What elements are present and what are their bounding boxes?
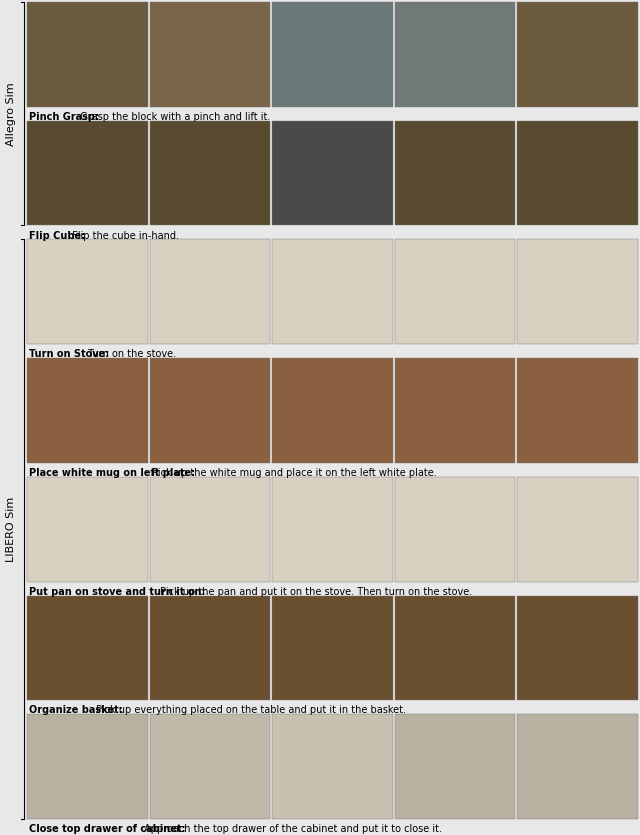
Bar bbox=[517, 2, 638, 107]
Bar bbox=[395, 358, 515, 463]
Text: Approach the top drawer of the cabinet and put it to close it.: Approach the top drawer of the cabinet a… bbox=[141, 824, 442, 834]
Bar bbox=[517, 714, 638, 819]
Text: LIBERO Sim: LIBERO Sim bbox=[6, 497, 17, 562]
Bar bbox=[395, 2, 515, 107]
Bar bbox=[150, 714, 270, 819]
Bar bbox=[395, 714, 515, 819]
Bar bbox=[150, 595, 270, 701]
Bar bbox=[517, 240, 638, 344]
Text: Pick up everything placed on the table and put it in the basket.: Pick up everything placed on the table a… bbox=[93, 706, 406, 716]
Bar bbox=[272, 477, 393, 581]
Bar bbox=[395, 595, 515, 701]
Bar bbox=[517, 121, 638, 225]
Bar bbox=[27, 595, 148, 701]
Text: Allegro Sim: Allegro Sim bbox=[6, 82, 17, 145]
Text: Put pan on stove and turn it on:: Put pan on stove and turn it on: bbox=[29, 587, 205, 597]
Bar bbox=[27, 819, 638, 833]
Bar bbox=[395, 477, 515, 581]
Bar bbox=[27, 2, 148, 107]
Text: Pick up the pan and put it on the stove. Then turn on the stove.: Pick up the pan and put it on the stove.… bbox=[157, 587, 472, 597]
Bar bbox=[272, 240, 393, 344]
Bar bbox=[150, 2, 270, 107]
Text: Turn on the stove.: Turn on the stove. bbox=[85, 349, 176, 359]
Bar bbox=[395, 240, 515, 344]
Bar bbox=[27, 107, 638, 121]
Bar bbox=[517, 477, 638, 581]
Bar bbox=[272, 595, 393, 701]
Bar bbox=[150, 240, 270, 344]
Bar bbox=[517, 358, 638, 463]
Bar bbox=[27, 581, 638, 595]
Bar bbox=[27, 358, 148, 463]
Bar bbox=[150, 477, 270, 581]
Text: Close top drawer of cabinet:: Close top drawer of cabinet: bbox=[29, 824, 186, 834]
Bar bbox=[27, 225, 638, 240]
Bar bbox=[27, 701, 638, 714]
Bar bbox=[150, 358, 270, 463]
Text: Organize basket:: Organize basket: bbox=[29, 706, 123, 716]
Bar bbox=[272, 121, 393, 225]
Bar bbox=[395, 121, 515, 225]
Text: Turn on Stove:: Turn on Stove: bbox=[29, 349, 109, 359]
Bar bbox=[27, 714, 148, 819]
Bar bbox=[27, 344, 638, 358]
Bar bbox=[150, 121, 270, 225]
Bar bbox=[27, 121, 148, 225]
Text: Place white mug on left plate:: Place white mug on left plate: bbox=[29, 468, 195, 478]
Text: Flip Cube:: Flip Cube: bbox=[29, 230, 85, 240]
Bar bbox=[272, 714, 393, 819]
Text: Grasp the block with a pinch and lift it.: Grasp the block with a pinch and lift it… bbox=[77, 112, 270, 122]
Bar bbox=[27, 477, 148, 581]
Text: Flip the cube in-hand.: Flip the cube in-hand. bbox=[69, 230, 179, 240]
Bar bbox=[27, 240, 148, 344]
Bar bbox=[272, 2, 393, 107]
Text: Pinch Grasp:: Pinch Grasp: bbox=[29, 112, 99, 122]
Text: Pick up the white mug and place it on the left white plate.: Pick up the white mug and place it on th… bbox=[149, 468, 436, 478]
Bar bbox=[27, 463, 638, 477]
Bar bbox=[517, 595, 638, 701]
Bar bbox=[272, 358, 393, 463]
